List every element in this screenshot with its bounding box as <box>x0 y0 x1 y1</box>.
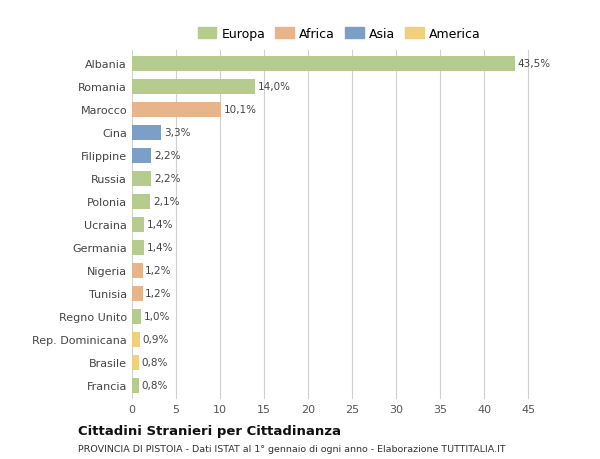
Bar <box>132 80 256 95</box>
Bar <box>132 103 221 118</box>
Bar <box>132 263 143 278</box>
Bar <box>132 126 161 140</box>
Text: 10,1%: 10,1% <box>224 105 257 115</box>
Text: 2,2%: 2,2% <box>154 174 181 184</box>
Text: 1,0%: 1,0% <box>143 312 170 322</box>
Bar <box>132 241 145 255</box>
Text: Cittadini Stranieri per Cittadinanza: Cittadini Stranieri per Cittadinanza <box>78 424 341 437</box>
Text: PROVINCIA DI PISTOIA - Dati ISTAT al 1° gennaio di ogni anno - Elaborazione TUTT: PROVINCIA DI PISTOIA - Dati ISTAT al 1° … <box>78 444 506 453</box>
Bar <box>132 286 143 301</box>
Bar <box>132 378 139 393</box>
Text: 1,4%: 1,4% <box>147 220 173 230</box>
Legend: Europa, Africa, Asia, America: Europa, Africa, Asia, America <box>197 28 481 41</box>
Bar <box>132 332 140 347</box>
Bar <box>132 309 141 324</box>
Text: 0,8%: 0,8% <box>142 358 168 368</box>
Bar <box>132 355 139 370</box>
Text: 0,9%: 0,9% <box>143 335 169 345</box>
Bar <box>132 195 151 209</box>
Text: 1,2%: 1,2% <box>145 289 172 299</box>
Text: 43,5%: 43,5% <box>518 59 551 69</box>
Bar <box>132 218 145 232</box>
Text: 1,4%: 1,4% <box>147 243 173 253</box>
Text: 14,0%: 14,0% <box>258 82 291 92</box>
Text: 2,1%: 2,1% <box>153 197 179 207</box>
Text: 2,2%: 2,2% <box>154 151 181 161</box>
Text: 0,8%: 0,8% <box>142 381 168 391</box>
Bar <box>132 149 151 163</box>
Bar <box>132 57 515 72</box>
Text: 1,2%: 1,2% <box>145 266 172 276</box>
Bar <box>132 172 151 186</box>
Text: 3,3%: 3,3% <box>164 128 190 138</box>
